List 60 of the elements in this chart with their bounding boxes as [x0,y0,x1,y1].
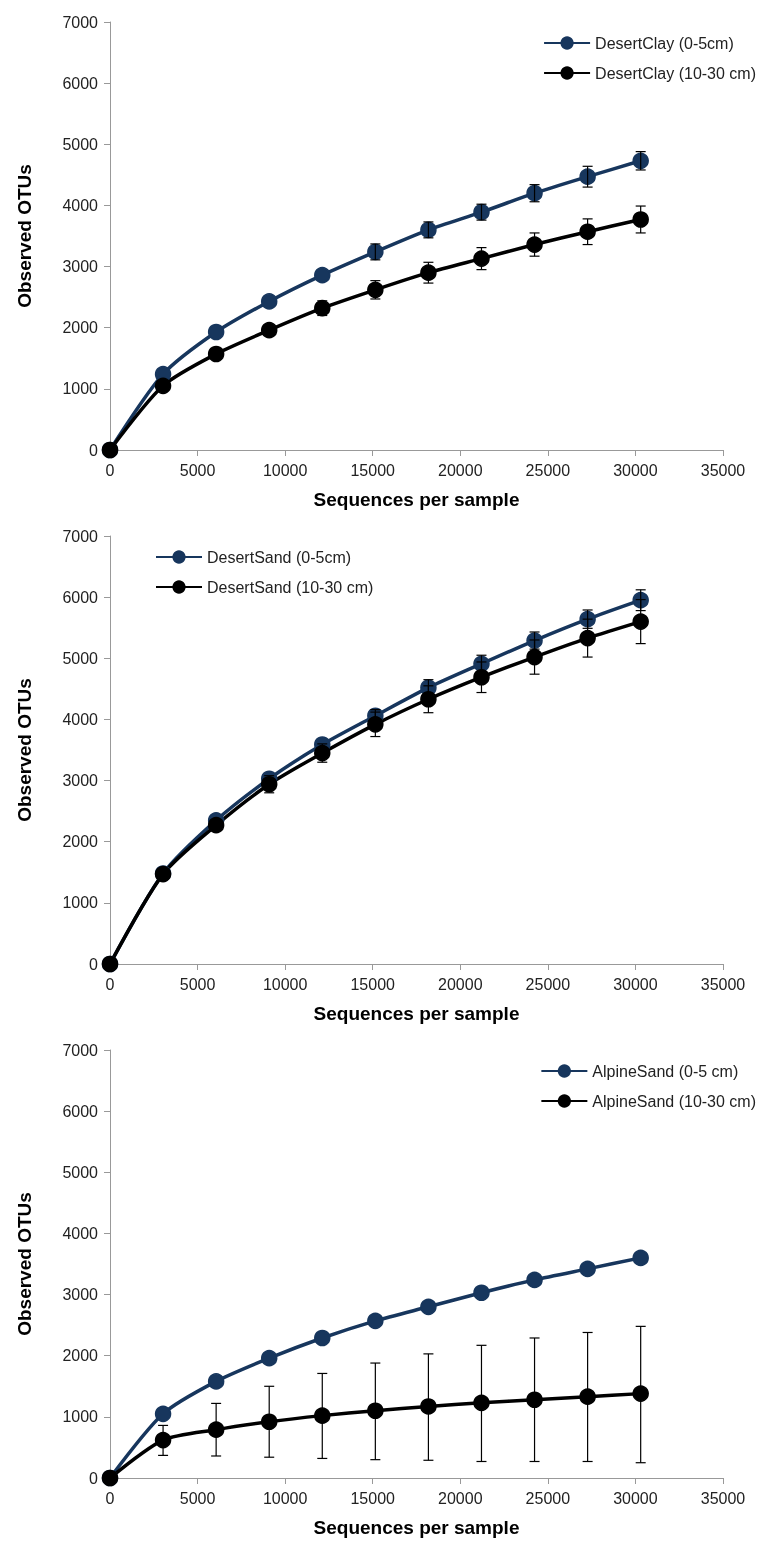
x-tick-label: 25000 [525,1489,571,1507]
y-tick-label: 2000 [62,1347,99,1365]
x-tick-label: 10000 [262,975,308,993]
x-tick-label: 0 [105,975,115,993]
x-tick-label: 0 [105,461,115,479]
y-tick-label: 2000 [62,833,99,851]
legend-label: DesertClay (10-30 cm) [595,64,757,82]
y-tick-label: 3000 [62,1286,99,1304]
legend-label: DesertClay (0-5cm) [595,34,734,52]
x-tick-label: 5000 [179,461,216,479]
x-axis-title: Sequences per sample [313,489,520,510]
y-tick-label: 7000 [62,1041,99,1059]
y-tick-label: 6000 [62,588,99,606]
y-tick-label: 4000 [62,1224,99,1242]
x-tick-label: 25000 [525,461,571,479]
y-tick-label: 4000 [62,710,99,728]
x-tick-label: 15000 [350,975,396,993]
y-tick-label: 6000 [62,1102,99,1120]
y-tick-label: 5000 [62,135,99,153]
y-tick-label: 3000 [62,258,99,276]
x-tick-label: 35000 [700,461,746,479]
y-tick-label: 7000 [62,527,99,545]
y-tick-label: 1000 [62,1408,99,1426]
y-tick-label: 4000 [62,196,99,214]
x-tick-label: 0 [105,1489,115,1507]
legend-label: AlpineSand (0-5 cm) [592,1062,739,1080]
x-tick-label: 20000 [438,461,483,479]
y-axis-title: Observed OTUs [14,678,35,822]
y-axis-title: Observed OTUs [14,1192,35,1336]
y-tick-label: 5000 [62,1163,99,1181]
y-tick-label: 3000 [62,772,99,790]
x-tick-label: 30000 [613,975,658,993]
y-tick-label: 2000 [62,319,99,337]
x-tick-label: 5000 [179,1489,216,1507]
x-tick-label: 5000 [179,975,216,993]
y-tick-label: 6000 [62,74,99,92]
y-tick-label: 0 [89,955,99,973]
y-tick-label: 7000 [62,13,99,31]
x-tick-label: 10000 [262,461,308,479]
x-tick-label: 25000 [525,975,571,993]
y-tick-label: 1000 [62,380,99,398]
x-tick-label: 20000 [438,975,483,993]
x-tick-label: 35000 [700,1489,746,1507]
legend-label: DesertSand (10-30 cm) [207,578,374,596]
x-tick-label: 15000 [350,461,396,479]
x-axis-title: Sequences per sample [313,1003,520,1024]
x-tick-label: 35000 [700,975,746,993]
x-tick-label: 10000 [262,1489,308,1507]
y-tick-label: 0 [89,1469,99,1487]
y-tick-label: 1000 [62,894,99,912]
x-axis-title: Sequences per sample [313,1517,520,1538]
y-axis-title: Observed OTUs [14,164,35,308]
legend-label: AlpineSand (10-30 cm) [592,1092,756,1110]
y-tick-label: 0 [89,441,99,459]
x-tick-label: 20000 [438,1489,483,1507]
legend-label: DesertSand (0-5cm) [207,548,352,566]
y-tick-label: 5000 [62,649,99,667]
x-tick-label: 30000 [613,461,658,479]
x-tick-label: 30000 [613,1489,658,1507]
x-tick-label: 15000 [350,1489,396,1507]
